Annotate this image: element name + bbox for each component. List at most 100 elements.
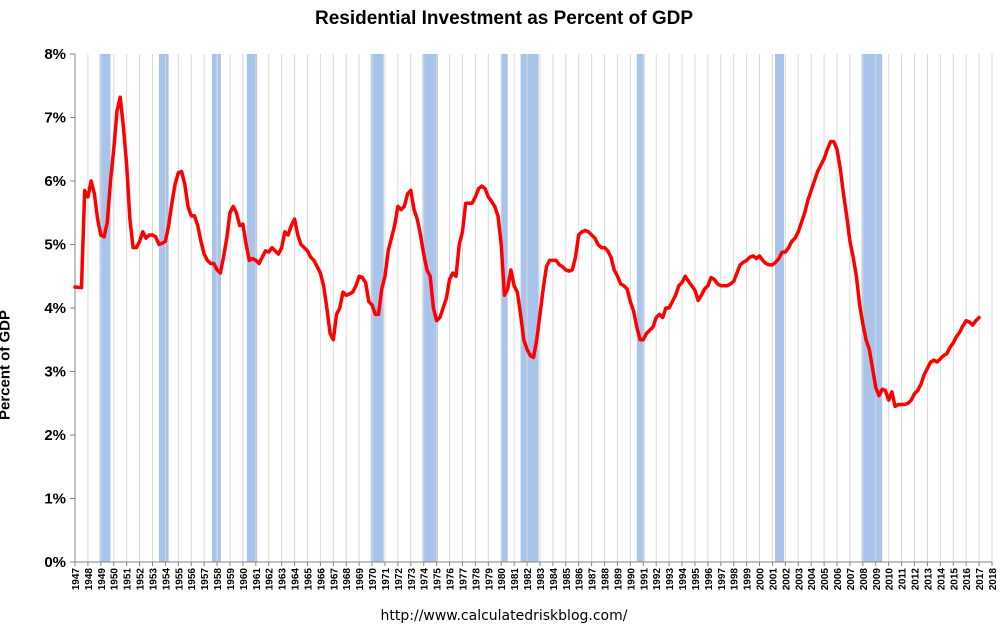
x-tick-label: 1964 bbox=[291, 568, 302, 591]
x-tick-labels: 1947 1948 1949 1950 1951 1952 1953 1954 1955 1956… bbox=[71, 568, 999, 591]
x-tick-label: 1963 bbox=[278, 568, 289, 591]
x-tick-label: 1974 bbox=[420, 568, 431, 591]
x-tick-label: 1958 bbox=[213, 568, 224, 591]
recession-band bbox=[775, 54, 785, 562]
x-tick-label: 1997 bbox=[717, 568, 728, 591]
x-tick-label: 1962 bbox=[265, 568, 276, 591]
x-tick-label: 1967 bbox=[329, 568, 340, 591]
x-tick-label: 1965 bbox=[303, 568, 314, 591]
x-tick-label: 1976 bbox=[446, 568, 457, 591]
x-tick-label: 1961 bbox=[252, 568, 263, 591]
x-tick-label: 1990 bbox=[626, 568, 637, 591]
x-tick-label: 2010 bbox=[885, 568, 896, 591]
x-tick-label: 2009 bbox=[872, 568, 883, 591]
y-tick-label: 3% bbox=[44, 364, 66, 381]
x-tick-label: 1972 bbox=[394, 568, 405, 591]
x-tick-label: 1998 bbox=[730, 568, 741, 591]
x-tick-label: 2000 bbox=[756, 568, 767, 591]
x-tick-label: 1991 bbox=[639, 568, 650, 591]
recession-band bbox=[636, 54, 645, 562]
x-tick-label: 1952 bbox=[136, 568, 147, 591]
x-tick-label: 1981 bbox=[510, 568, 521, 591]
recession-band bbox=[211, 54, 221, 562]
x-tick-label: 1977 bbox=[458, 568, 469, 591]
recession-band bbox=[158, 54, 169, 562]
x-tick-label: 2017 bbox=[975, 568, 986, 591]
x-tick-label: 2014 bbox=[936, 568, 947, 591]
x-tick-label: 1984 bbox=[549, 568, 560, 591]
x-tick-label: 1993 bbox=[665, 568, 676, 591]
y-tick-label: 5% bbox=[44, 237, 66, 254]
y-tick-label: 4% bbox=[44, 300, 66, 317]
x-tick-label: 1989 bbox=[613, 568, 624, 591]
x-tick-label: 1959 bbox=[226, 568, 237, 591]
recession-band bbox=[861, 54, 883, 562]
recession-band bbox=[370, 54, 384, 562]
y-tick-label: 7% bbox=[44, 110, 66, 127]
x-tick-label: 1986 bbox=[575, 568, 586, 591]
x-tick-label: 1953 bbox=[148, 568, 159, 591]
recession-band bbox=[99, 54, 111, 562]
x-tick-label: 1969 bbox=[355, 568, 366, 591]
y-tick-label: 8% bbox=[44, 46, 66, 63]
x-tick-label: 2015 bbox=[949, 568, 960, 591]
recession-band bbox=[520, 54, 539, 562]
x-tick-label: 1947 bbox=[71, 568, 82, 591]
x-tick-label: 2005 bbox=[820, 568, 831, 591]
x-tick-label: 1973 bbox=[407, 568, 418, 591]
x-tick-label: 1966 bbox=[316, 568, 327, 591]
series-line bbox=[73, 95, 981, 409]
x-tick-label: 1980 bbox=[497, 568, 508, 591]
x-tick-label: 1955 bbox=[174, 568, 185, 591]
x-tick-label: 2011 bbox=[898, 568, 909, 590]
x-tick-label: 1982 bbox=[523, 568, 534, 591]
x-tick-label: 1999 bbox=[743, 568, 754, 591]
x-tick-label: 1978 bbox=[471, 568, 482, 591]
x-tick-label: 2008 bbox=[859, 568, 870, 591]
x-tick-label: 2001 bbox=[768, 568, 779, 591]
recession-band bbox=[422, 54, 438, 562]
x-tick-label: 1979 bbox=[484, 568, 495, 591]
x-tick-label: 1983 bbox=[536, 568, 547, 591]
x-tick-label: 1957 bbox=[200, 568, 211, 591]
x-tick-label: 2018 bbox=[988, 568, 999, 591]
x-tick-label: 2007 bbox=[846, 568, 857, 591]
x-tick-label: 2016 bbox=[962, 568, 973, 591]
x-tick-label: 1956 bbox=[187, 568, 198, 591]
axes bbox=[70, 53, 993, 566]
y-tick-label: 2% bbox=[44, 427, 66, 444]
x-tick-label: 1954 bbox=[161, 568, 172, 591]
x-tick-label: 1970 bbox=[368, 568, 379, 591]
x-tick-label: 1996 bbox=[704, 568, 715, 591]
y-tick-label: 6% bbox=[44, 173, 66, 190]
recession-bands bbox=[99, 54, 883, 562]
x-tick-label: 1960 bbox=[239, 568, 250, 591]
x-tick-label: 2013 bbox=[923, 568, 934, 591]
x-tick-label: 2003 bbox=[794, 568, 805, 591]
x-tick-label: 2012 bbox=[911, 568, 922, 591]
x-tick-label: 2002 bbox=[781, 568, 792, 591]
recession-band bbox=[246, 54, 258, 562]
x-tick-label: 1949 bbox=[97, 568, 108, 591]
y-tick-label: 0% bbox=[44, 554, 66, 571]
x-tick-label: 1985 bbox=[562, 568, 573, 591]
x-tick-label: 1995 bbox=[691, 568, 702, 591]
x-tick-label: 2004 bbox=[807, 568, 818, 591]
y-tick-label: 1% bbox=[44, 491, 66, 508]
x-tick-label: 2006 bbox=[833, 568, 844, 591]
chart-title: Residential Investment as Percent of GDP bbox=[314, 8, 693, 29]
x-tick-label: 1988 bbox=[601, 568, 612, 591]
series-lines bbox=[73, 95, 981, 409]
x-tick-label: 1975 bbox=[433, 568, 444, 591]
x-tick-label: 1968 bbox=[342, 568, 353, 591]
x-tick-label: 1948 bbox=[84, 568, 95, 591]
source-url: http://www.calculatedriskblog.com/ bbox=[380, 608, 628, 624]
x-tick-label: 1987 bbox=[588, 568, 599, 591]
x-tick-label: 1992 bbox=[652, 568, 663, 591]
y-tick-labels: 0% 1% 2% 3% 4% 5% 6% 7% 8% bbox=[44, 46, 66, 571]
x-tick-label: 1994 bbox=[678, 568, 689, 591]
x-tick-label: 1950 bbox=[110, 568, 121, 591]
recession-band bbox=[501, 54, 508, 562]
x-tick-label: 1951 bbox=[123, 568, 134, 591]
